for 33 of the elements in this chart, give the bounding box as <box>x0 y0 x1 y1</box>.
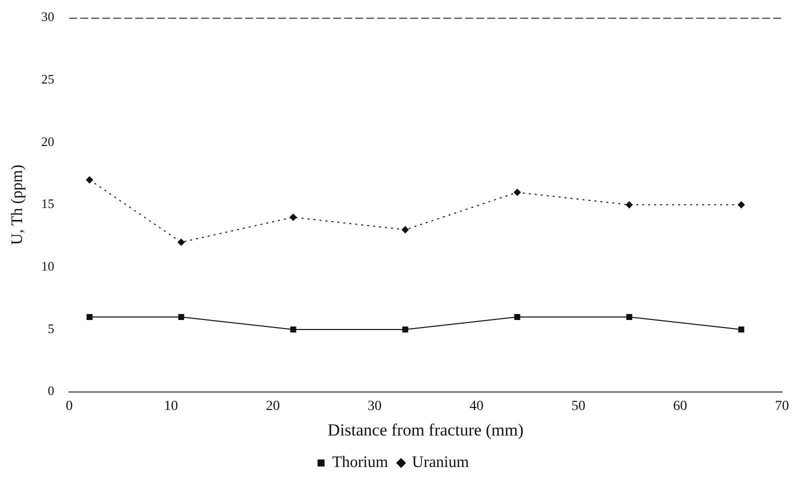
x-tick-label: 0 <box>66 398 73 414</box>
point <box>738 326 744 332</box>
x-tick-label: 50 <box>571 398 586 414</box>
y-tick-label: 15 <box>41 196 54 212</box>
legend-label: Uranium <box>412 454 470 472</box>
y-tick-label: 5 <box>48 320 54 336</box>
point <box>86 314 93 320</box>
point <box>514 314 520 320</box>
y-axis-title: U, Th (ppm) <box>8 164 26 245</box>
point <box>626 314 632 320</box>
x-tick-label: 20 <box>266 398 280 414</box>
x-tick-label: 70 <box>775 398 789 414</box>
point <box>626 201 633 208</box>
point <box>402 226 409 234</box>
point <box>178 238 185 246</box>
y-tick-label: 0 <box>48 383 54 398</box>
legend-label: Thorium <box>332 454 389 472</box>
y-tick-label: 10 <box>41 258 54 274</box>
x-tick-label: 40 <box>470 398 484 414</box>
point <box>402 326 408 332</box>
x-axis-title: Distance from fracture (mm) <box>328 420 524 440</box>
point <box>514 188 521 196</box>
point <box>738 201 745 208</box>
x-tick-label: 10 <box>164 398 178 414</box>
y-tick-label: 20 <box>41 134 54 149</box>
x-tick-label: 30 <box>368 398 382 414</box>
point <box>86 176 94 184</box>
point <box>290 326 296 332</box>
y-tick-label: 25 <box>41 72 54 87</box>
point <box>290 214 297 221</box>
point <box>178 314 184 320</box>
x-tick-label: 60 <box>673 398 688 414</box>
y-tick-label: 30 <box>41 9 54 24</box>
